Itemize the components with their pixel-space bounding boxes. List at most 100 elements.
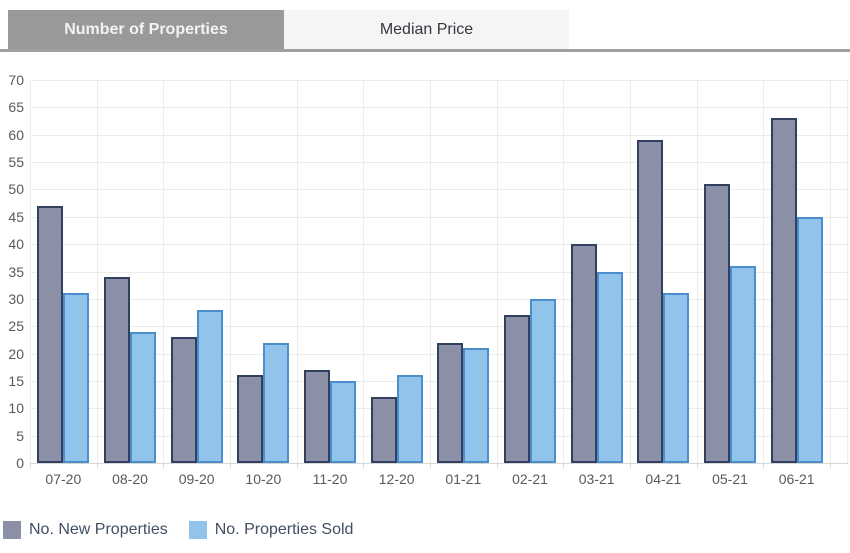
y-axis-tick-15: 15 [8,372,24,389]
x-axis-label-05-21: 05-21 [712,471,748,487]
gridline-x-7 [496,80,498,463]
tab-median-price[interactable]: Median Price [284,10,569,49]
y-axis-tick-45: 45 [8,208,24,225]
legend-item-properties-sold[interactable]: No. Properties Sold [188,521,354,539]
chart-right-edge [847,80,848,463]
bar-properties-sold-03-21[interactable] [596,271,623,463]
y-axis-tick-35: 35 [8,263,24,280]
x-axis-tick-11 [763,463,765,469]
x-axis-label-10-20: 10-20 [245,471,282,487]
gridline-x-3 [230,80,231,463]
gridline-x-8 [563,80,565,463]
bar-properties-sold-06-21[interactable] [796,216,823,463]
gridline-y-70 [30,80,848,81]
bar-properties-sold-09-20[interactable] [196,309,223,463]
bar-properties-sold-05-21[interactable] [729,266,756,463]
x-axis-tick-8 [563,463,565,469]
bar-chart-plot-area: 0 5 10 15 20 25 30 35 40 45 50 55 60 65 70 07-20 08-20 09… [8,72,848,487]
x-axis-label-04-21: 04-21 [645,471,682,487]
y-axis-tick-5: 5 [16,427,24,444]
y-axis-tick-10: 10 [8,400,24,417]
bar-new-properties-08-20[interactable] [103,276,130,463]
gridline-x-0 [30,80,31,463]
gridline-y-65 [30,107,848,109]
gridline-y-30 [30,298,848,300]
bar-group-01-21 [430,80,497,463]
y-axis-tick-60: 60 [8,126,24,143]
x-axis-label-07-20: 07-20 [45,471,82,487]
bar-group-10-20 [230,80,297,463]
x-axis-tick-9 [630,463,631,469]
bar-group-09-20 [163,80,230,463]
gridline-y-40 [30,244,848,246]
bar-new-properties-02-21[interactable] [503,315,530,463]
x-axis-label-09-20: 09-20 [178,471,215,487]
bar-new-properties-09-20[interactable] [170,337,197,463]
bar-properties-sold-01-21[interactable] [463,348,490,463]
y-axis-tick-65: 65 [8,99,24,116]
x-axis-tick-10 [696,463,698,469]
bar-group-05-21 [697,80,764,463]
x-axis-label-02-21: 02-21 [512,471,548,487]
gridline-x-6 [430,80,431,463]
gridline-y-25 [30,326,848,328]
gridline-y-60 [30,134,848,136]
gridline-y-45 [30,216,848,218]
bar-new-properties-04-21[interactable] [637,140,664,463]
bar-properties-sold-04-21[interactable] [663,293,690,463]
y-axis-tick-55: 55 [8,154,24,171]
gridline-x-2 [163,80,165,463]
bar-group-08-20 [97,80,164,463]
bar-properties-sold-10-20[interactable] [263,342,290,463]
bar-properties-sold-02-21[interactable] [529,298,556,463]
y-axis-tick-20: 20 [8,345,24,362]
legend-swatch-new-properties [3,521,21,539]
bar-new-properties-12-20[interactable] [370,397,397,463]
gridline-x-4 [296,80,298,463]
bar-new-properties-11-20[interactable] [303,370,330,463]
gridline-y-0 [30,463,848,464]
x-axis-tick-2 [163,463,165,469]
chart-legend: No. New Properties No. Properties Sold [3,521,353,539]
bar-new-properties-06-21[interactable] [770,118,797,463]
gridline-y-55 [30,162,848,164]
gridline-x-11 [763,80,765,463]
bar-group-04-21 [630,80,697,463]
x-axis-label-12-20: 12-20 [378,471,415,487]
bar-group-06-21 [763,80,830,463]
tab-bar: Number of Properties Median Price [0,10,850,52]
x-axis-label-11-20: 11-20 [312,471,348,487]
bar-properties-sold-12-20[interactable] [396,375,423,463]
y-axis-tick-40: 40 [8,236,24,253]
x-axis-tick-5 [363,463,365,469]
bar-group-12-20 [363,80,430,463]
x-axis-label-08-20: 08-20 [112,471,148,487]
legend-label-properties-sold: No. Properties Sold [214,521,354,538]
x-axis-tick-4 [296,463,298,469]
gridline-x-10 [696,80,698,463]
y-axis-tick-50: 50 [8,181,24,198]
y-axis-tick-25: 25 [8,318,24,335]
gridline-x-5 [363,80,365,463]
bar-group-03-21 [563,80,630,463]
bar-properties-sold-11-20[interactable] [329,380,356,463]
gridline-x-9 [630,80,631,463]
legend-item-new-properties[interactable]: No. New Properties [3,521,168,539]
bar-properties-sold-07-20[interactable] [63,293,90,463]
x-axis-tick-7 [496,463,498,469]
bar-new-properties-03-21[interactable] [570,244,597,463]
bar-new-properties-01-21[interactable] [437,342,464,463]
legend-swatch-properties-sold [188,521,207,539]
tab-number-of-properties[interactable]: Number of Properties [8,10,284,49]
bar-group-07-20 [30,80,97,463]
x-axis-label-01-21: 01-21 [445,471,482,487]
x-axis-tick-1 [96,463,98,469]
bar-properties-sold-08-20[interactable] [129,331,156,463]
bar-new-properties-10-20[interactable] [237,375,264,463]
x-axis-label-06-21: 06-21 [778,471,815,487]
bar-new-properties-05-21[interactable] [703,183,730,463]
gridline-x-1 [96,80,98,463]
gridline-x-12 [830,80,831,463]
bar-new-properties-07-20[interactable] [37,205,64,463]
